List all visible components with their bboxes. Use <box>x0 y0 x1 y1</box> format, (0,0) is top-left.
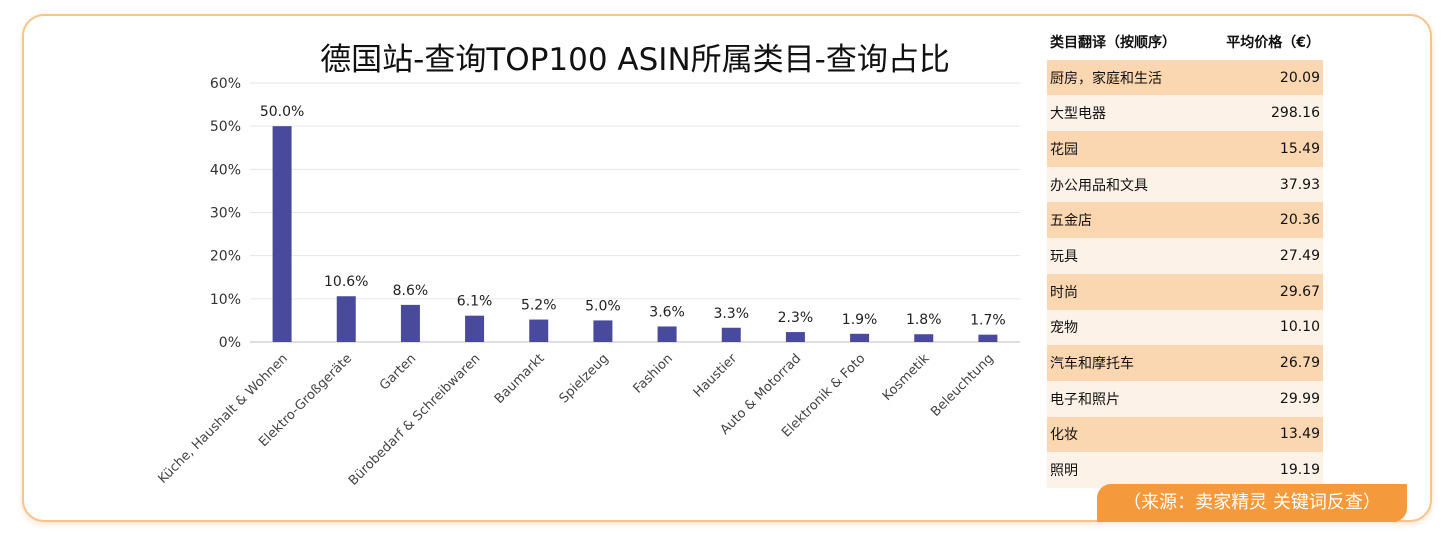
table-body: 厨房，家庭和生活 20.09 大型电器 298.16 花园 15.49 办公用品和文具 37.… <box>1047 59 1323 488</box>
row-price: 29.99 <box>1279 390 1320 407</box>
data-label: 6.1% <box>457 294 493 310</box>
data-label: 1.7% <box>970 313 1006 329</box>
price-table: 类目翻译（按顺序） 平均价格（€） 厨房，家庭和生活 20.09 大型电器 298.1… <box>1047 24 1323 488</box>
y-tick-label: 40% <box>210 162 241 178</box>
bar <box>914 334 934 342</box>
bar <box>465 315 485 342</box>
row-category: 厨房，家庭和生活 <box>1050 70 1162 87</box>
row-category: 五金店 <box>1050 213 1092 230</box>
x-tick-label: Küche, Haushalt & Wohnen <box>155 351 290 486</box>
table-row: 电子和照片 29.99 <box>1047 380 1323 417</box>
data-label: 8.6% <box>393 283 429 299</box>
bar <box>785 332 805 342</box>
table-row: 时尚 29.67 <box>1047 273 1323 310</box>
table-row: 照明 19.19 <box>1047 452 1323 488</box>
x-tick-label: Fashion <box>631 351 676 396</box>
row-price: 20.36 <box>1279 212 1320 229</box>
row-price: 15.49 <box>1279 140 1320 157</box>
row-price: 19.19 <box>1279 462 1320 479</box>
row-category: 时尚 <box>1050 284 1078 301</box>
data-label: 50.0% <box>260 104 304 120</box>
x-tick-label: Kosmetik <box>880 351 933 404</box>
data-label: 3.3% <box>713 306 749 322</box>
row-category: 化妆 <box>1050 427 1078 444</box>
y-tick-label: 50% <box>210 119 241 135</box>
y-tick-label: 20% <box>210 249 241 265</box>
bar <box>400 304 420 342</box>
table-row: 办公用品和文具 37.93 <box>1047 166 1323 203</box>
row-category: 汽车和摩托车 <box>1050 356 1134 373</box>
x-tick-label: Bürobedarf & Schreibwaren <box>346 351 483 488</box>
data-label: 2.3% <box>778 310 814 326</box>
y-tick-label: 60% <box>210 76 241 92</box>
y-tick-label: 10% <box>210 292 241 308</box>
table-row: 五金店 20.36 <box>1047 202 1323 239</box>
x-tick-label: Baumarkt <box>492 351 548 407</box>
table-row: 花园 15.49 <box>1047 131 1323 167</box>
row-category: 宠物 <box>1050 320 1078 337</box>
row-price: 26.79 <box>1279 355 1320 372</box>
header-price: 平均价格（€） <box>1226 34 1320 51</box>
chart-title: 德国站-查询TOP100 ASIN所属类目-查询占比 <box>320 42 950 78</box>
row-category: 大型电器 <box>1050 106 1106 123</box>
y-tick-label: 0% <box>219 335 241 351</box>
table-header: 类目翻译（按顺序） 平均价格（€） <box>1047 24 1323 60</box>
x-tick-label: Spielzeug <box>557 351 612 406</box>
x-tick-label: Beleuchtung <box>928 351 997 420</box>
row-category: 办公用品和文具 <box>1050 177 1148 194</box>
row-price: 37.93 <box>1279 176 1320 193</box>
data-label: 1.8% <box>906 312 942 328</box>
row-category: 玩具 <box>1050 248 1078 265</box>
bar <box>657 326 677 342</box>
row-price: 29.67 <box>1279 283 1320 300</box>
table-row: 化妆 13.49 <box>1047 416 1323 453</box>
row-price: 27.49 <box>1279 247 1320 264</box>
source-note: （来源：卖家精灵 关键词反查） <box>1097 484 1407 522</box>
bar <box>978 334 998 342</box>
table-row: 大型电器 298.16 <box>1047 95 1323 132</box>
row-category: 照明 <box>1050 463 1078 480</box>
row-price: 20.09 <box>1279 69 1320 86</box>
bar <box>721 327 741 342</box>
bar <box>272 126 292 343</box>
bar <box>850 333 870 342</box>
data-label: 5.2% <box>521 298 557 314</box>
data-label: 5.0% <box>585 298 621 314</box>
row-price: 298.16 <box>1271 105 1320 122</box>
row-category: 电子和照片 <box>1050 391 1120 408</box>
table-row: 厨房，家庭和生活 20.09 <box>1047 59 1323 96</box>
data-label: 1.9% <box>842 312 878 328</box>
table-row: 宠物 10.10 <box>1047 309 1323 346</box>
y-tick-label: 30% <box>210 206 241 222</box>
header-category: 类目翻译（按顺序） <box>1050 34 1176 51</box>
bar <box>593 320 613 342</box>
bar <box>336 296 356 342</box>
row-price: 10.10 <box>1279 319 1320 336</box>
table-row: 汽车和摩托车 26.79 <box>1047 345 1323 381</box>
table-row: 玩具 27.49 <box>1047 238 1323 274</box>
bar-chart: 0% 10% 20% 30% 40% 50% 60% 50.0% Küche, Haushalt… <box>155 76 1020 489</box>
row-price: 13.49 <box>1279 426 1320 443</box>
row-category: 花园 <box>1050 141 1078 158</box>
x-tick-label: Garten <box>377 351 419 393</box>
data-label: 3.6% <box>649 304 685 320</box>
data-label: 10.6% <box>324 274 368 290</box>
bar <box>529 319 549 342</box>
x-tick-label: Haustier <box>691 351 741 401</box>
